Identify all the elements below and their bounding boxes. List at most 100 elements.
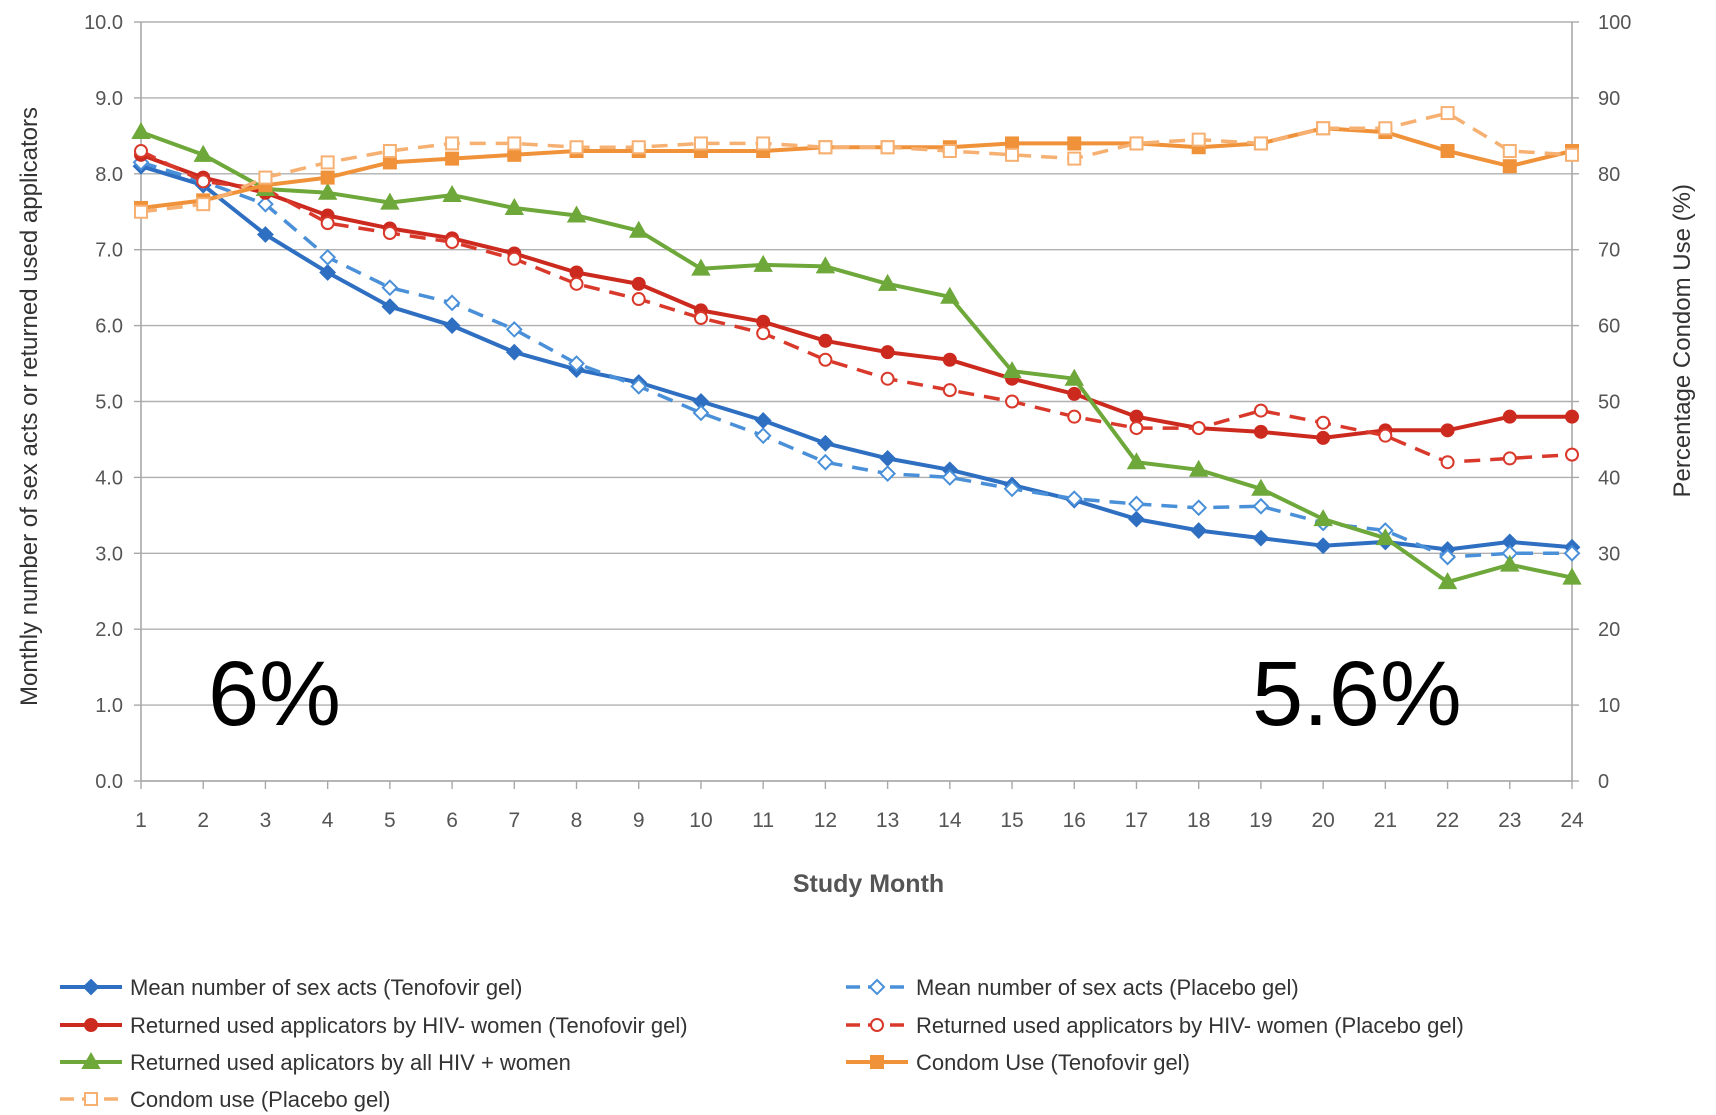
data-point	[816, 434, 834, 452]
left-tick-label: 10.0	[84, 12, 123, 34]
legend-label: Returned used applicators by HIV- women …	[916, 1013, 1464, 1038]
data-point	[1440, 106, 1455, 121]
x-tick-label: 13	[876, 809, 899, 832]
data-point	[381, 279, 399, 297]
legend-marker	[84, 1092, 98, 1106]
right-tick-label: 80	[1598, 164, 1620, 186]
x-tick-label: 10	[689, 809, 712, 832]
data-point	[1500, 554, 1520, 572]
data-point	[756, 314, 771, 329]
data-point	[1378, 121, 1393, 136]
data-point	[1067, 409, 1082, 424]
data-point	[1253, 424, 1268, 439]
right-tick-label: 90	[1598, 88, 1620, 110]
data-point	[691, 258, 711, 276]
data-point	[1005, 394, 1020, 409]
data-point	[131, 122, 151, 140]
data-point	[1067, 151, 1082, 166]
data-point	[445, 136, 460, 151]
data-point	[507, 147, 522, 162]
data-point	[756, 136, 771, 151]
data-point	[818, 352, 833, 367]
legend-label: Returned used applicators by HIV- women …	[130, 1013, 688, 1038]
right-tick-label: 60	[1598, 316, 1620, 338]
legend-item: Condom Use (Tenofovir gel)	[846, 1050, 1190, 1075]
legend-label: Condom Use (Tenofovir gel)	[916, 1050, 1190, 1075]
data-point	[879, 465, 897, 483]
legend-item: Condom use (Placebo gel)	[60, 1087, 390, 1112]
data-point	[1253, 403, 1268, 418]
left-tick-label: 6.0	[95, 316, 123, 338]
x-tick-label: 8	[571, 809, 583, 832]
data-point	[1252, 497, 1270, 515]
data-point	[1316, 121, 1331, 136]
right-tick-label: 100	[1598, 12, 1631, 34]
data-point	[320, 170, 335, 185]
series-lines	[131, 106, 1582, 590]
x-tick-label: 12	[814, 809, 837, 832]
series-line	[140, 111, 1573, 214]
data-point	[816, 453, 834, 471]
data-point	[134, 144, 148, 159]
legend-marker	[84, 1018, 98, 1032]
right-tick-label: 20	[1598, 619, 1620, 641]
data-point	[1128, 495, 1145, 513]
data-point	[1565, 409, 1579, 424]
data-point	[1126, 452, 1147, 470]
data-point	[1002, 361, 1022, 379]
data-point	[1129, 136, 1144, 151]
legend-item: Returned used aplicators by all HIV + wo…	[60, 1050, 571, 1075]
data-point	[1502, 451, 1517, 466]
left-axis-title: Monthly number of sex acts or returned u…	[16, 107, 43, 706]
data-point	[1565, 447, 1579, 462]
data-point	[445, 151, 460, 166]
series-6	[134, 106, 1579, 219]
data-point	[1439, 548, 1456, 566]
data-point	[940, 286, 960, 304]
data-point	[1188, 459, 1209, 477]
legend-marker	[81, 1051, 101, 1069]
data-point	[1065, 490, 1083, 508]
annotations: 6% 5.6%	[208, 643, 1462, 745]
data-point	[754, 427, 772, 445]
x-tick-label: 9	[633, 809, 645, 832]
data-point	[445, 235, 460, 250]
data-point	[1440, 144, 1455, 159]
legend-label: Mean number of sex acts (Placebo gel)	[916, 975, 1299, 1000]
data-point	[880, 140, 895, 155]
data-point	[693, 136, 708, 151]
legend-label: Returned used aplicators by all HIV + wo…	[130, 1050, 571, 1075]
legend-item: Mean number of sex acts (Tenofovir gel)	[60, 975, 523, 1000]
x-tick-label: 6	[446, 809, 458, 832]
data-point	[1064, 368, 1084, 386]
legend: Mean number of sex acts (Tenofovir gel) M…	[60, 975, 1464, 1112]
x-tick-label: 20	[1311, 809, 1334, 832]
data-point	[382, 226, 397, 241]
data-point	[631, 140, 646, 155]
data-point	[756, 326, 771, 341]
x-tick-label: 15	[1000, 809, 1023, 832]
data-point	[382, 144, 397, 159]
data-point	[1191, 421, 1206, 436]
data-point	[1375, 528, 1396, 546]
data-point	[1067, 386, 1082, 401]
data-point	[505, 320, 523, 338]
x-tick-label: 18	[1187, 809, 1210, 832]
x-tick-label: 14	[938, 809, 962, 832]
x-tick-label: 1	[135, 809, 147, 832]
data-point	[1313, 509, 1333, 527]
data-point	[443, 294, 461, 312]
data-point	[380, 192, 400, 210]
data-point	[1502, 144, 1517, 159]
data-point	[879, 450, 897, 467]
x-tick-label: 23	[1498, 809, 1521, 832]
data-point	[1252, 529, 1270, 547]
x-tick-label: 3	[260, 809, 272, 832]
x-tick-label: 2	[197, 809, 209, 832]
right-tick-label: 50	[1598, 392, 1620, 414]
series-line	[140, 164, 1573, 552]
right-tick-label: 10	[1598, 695, 1620, 717]
data-point	[505, 343, 523, 361]
data-point	[317, 182, 338, 200]
